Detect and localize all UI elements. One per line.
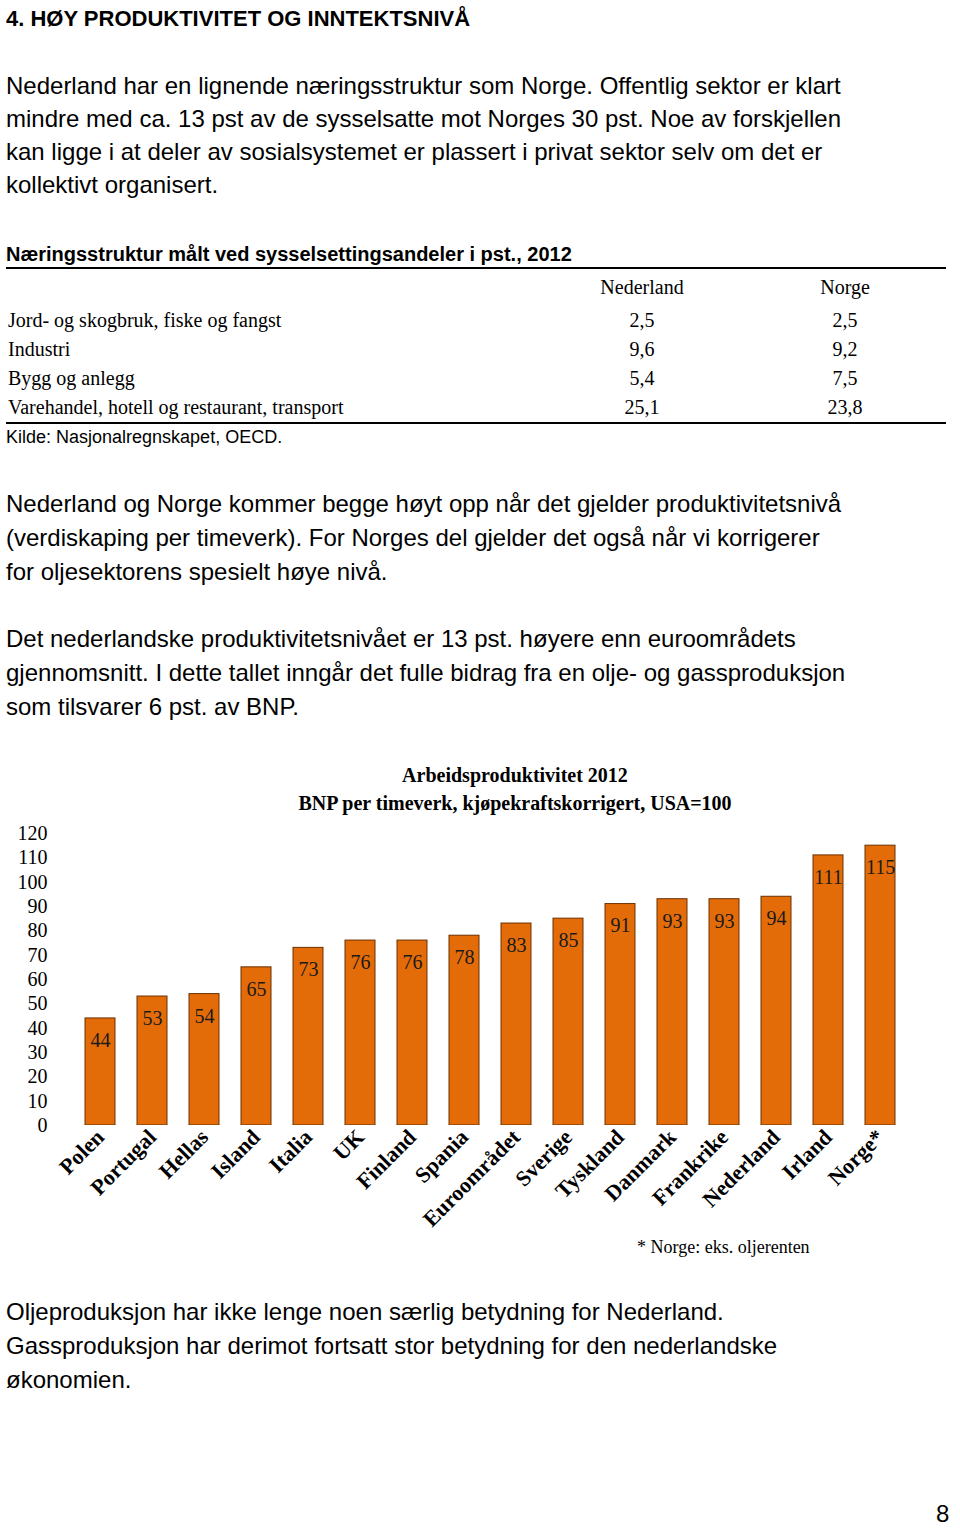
html-text:4. HØY PRODUKTIVITET OG INNTEK: 4. HØY PRODUKTIVITET OG INNTEKTSNIVÅ [6, 6, 471, 31]
svg-text:30: 30 [28, 1041, 48, 1063]
html-text:7,5: 7,5 [832, 367, 858, 389]
html-text:kollektivt organisert.: kollektivt organisert. [6, 171, 219, 198]
html-text:Næringsstruktur målt ved sysse: Næringsstruktur målt ved sysselsettingsa… [6, 243, 572, 265]
html-text:2,5: 2,5 [832, 309, 858, 331]
svg-text:Norge*: Norge* [823, 1124, 889, 1190]
html-text:mindre med ca. 13 pst av de sy: mindre med ca. 13 pst av de sysselsatte … [6, 105, 842, 132]
svg-text:78: 78 [455, 946, 475, 968]
html-text:2,5: 2,5 [629, 309, 655, 331]
svg-text:110: 110 [18, 846, 47, 868]
html-text:Nederland har en lignende næri: Nederland har en lignende næringsstruktu… [6, 72, 841, 99]
svg-text:Spania: Spania [409, 1124, 473, 1188]
svg-text:73: 73 [299, 958, 319, 980]
svg-text:Irland: Irland [777, 1124, 837, 1185]
html-text:(verdiskaping per timeverk). F: (verdiskaping per timeverk). For Norges … [6, 524, 820, 551]
svg-text:83: 83 [507, 934, 527, 956]
html-text:som tilsvarer 6 pst. av BNP.: som tilsvarer 6 pst. av BNP. [6, 693, 299, 720]
html-text:Kilde: Nasjonalregnskapet, OEC: Kilde: Nasjonalregnskapet, OECD. [6, 427, 283, 447]
svg-text:44: 44 [91, 1029, 111, 1051]
html-text:Norge: Norge [820, 276, 870, 298]
html-text:kan ligge i at deler av sosial: kan ligge i at deler av sosialsystemet e… [6, 138, 823, 165]
svg-text:76: 76 [351, 951, 371, 973]
html-text:Det nederlandske produktivitet: Det nederlandske produktivitetsnivået er… [6, 625, 796, 652]
svg-text:70: 70 [28, 944, 48, 966]
svg-text:Italia: Italia [264, 1124, 317, 1177]
html-text:økonomien.: økonomien. [6, 1366, 132, 1393]
html-text:BNP per timeverk, kjøpekraftsk: BNP per timeverk, kjøpekraftskorrigert, … [298, 792, 732, 814]
svg-text:80: 80 [28, 919, 48, 941]
html-text:25,1: 25,1 [624, 396, 660, 418]
html-text:Bygg og anlegg: Bygg og anlegg [8, 367, 135, 389]
svg-text:Portugal: Portugal [85, 1124, 161, 1200]
svg-text:115: 115 [866, 856, 895, 878]
html-text:Gassproduksjon har derimot for: Gassproduksjon har derimot fortsatt stor… [6, 1332, 778, 1359]
svg-text:111: 111 [814, 866, 843, 888]
svg-text:94: 94 [767, 907, 787, 929]
svg-text:Hellas: Hellas [154, 1124, 213, 1183]
svg-text:90: 90 [28, 895, 48, 917]
svg-text:53: 53 [143, 1007, 163, 1029]
svg-text:0: 0 [38, 1114, 48, 1136]
svg-text:65: 65 [247, 978, 267, 1000]
html-text:Nederland: Nederland [600, 276, 684, 298]
svg-text:Sverige: Sverige [510, 1124, 577, 1192]
svg-text:Polen: Polen [54, 1124, 109, 1180]
svg-text:Euroområdet: Euroområdet [418, 1124, 526, 1232]
html-text:Jord- og skogbruk, fiske og fa: Jord- og skogbruk, fiske og fangst [8, 309, 282, 331]
html-text:Industri: Industri [8, 338, 71, 360]
html-text:Varehandel, hotell og restaura: Varehandel, hotell og restaurant, transp… [8, 396, 344, 418]
svg-text:Tyskland: Tyskland [550, 1124, 629, 1204]
html-text:5,4: 5,4 [629, 367, 655, 389]
svg-text:20: 20 [28, 1065, 48, 1087]
svg-text:40: 40 [28, 1017, 48, 1039]
html-text:Nederland og Norge kommer begg: Nederland og Norge kommer begge høyt opp… [6, 490, 842, 517]
html-text:for oljesektorens spesielt høy: for oljesektorens spesielt høye nivå. [6, 558, 388, 585]
html-text:Oljeproduksjon har ikke lenge: Oljeproduksjon har ikke lenge noen særli… [6, 1298, 724, 1325]
html-text:* Norge: eks. oljerenten: * Norge: eks. oljerenten [637, 1237, 810, 1257]
html-text:9,6: 9,6 [629, 338, 655, 360]
html-text:gjennomsnitt. I dette tallet i: gjennomsnitt. I dette tallet inngår det … [6, 659, 846, 686]
svg-text:Finland: Finland [351, 1124, 421, 1194]
svg-text:60: 60 [28, 968, 48, 990]
svg-text:76: 76 [403, 951, 423, 973]
html-text:Arbeidsproduktivitet 2012: Arbeidsproduktivitet 2012 [402, 764, 628, 786]
svg-text:100: 100 [18, 871, 48, 893]
svg-text:Frankrike: Frankrike [647, 1124, 733, 1211]
html-text:23,8: 23,8 [827, 396, 863, 418]
html-text:8: 8 [936, 1500, 950, 1527]
svg-text:10: 10 [28, 1090, 48, 1112]
svg-text:UK: UK [328, 1124, 369, 1165]
svg-text:Nederland: Nederland [697, 1124, 785, 1212]
svg-text:93: 93 [715, 910, 735, 932]
svg-text:120: 120 [18, 822, 48, 844]
svg-text:Island: Island [206, 1124, 265, 1183]
svg-text:91: 91 [611, 914, 631, 936]
svg-text:50: 50 [28, 992, 48, 1014]
svg-text:93: 93 [663, 910, 683, 932]
html-text:9,2: 9,2 [832, 338, 858, 360]
svg-text:54: 54 [195, 1005, 215, 1027]
svg-text:Danmark: Danmark [599, 1124, 681, 1206]
svg-text:85: 85 [559, 929, 579, 951]
